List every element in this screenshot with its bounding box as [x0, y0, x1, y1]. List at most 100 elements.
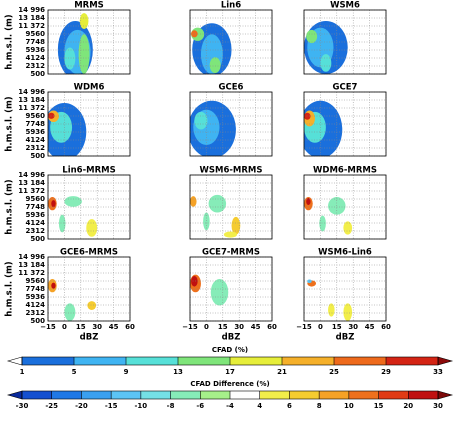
contour-region	[191, 275, 198, 287]
colorbar-under	[6, 390, 23, 400]
y-tick-label: 14 996	[18, 6, 45, 14]
contour-region	[223, 231, 238, 238]
panel	[307, 279, 353, 321]
contour-region	[343, 303, 353, 321]
panel	[48, 196, 98, 237]
colorbar-segment	[259, 391, 290, 399]
contour-region	[328, 303, 335, 317]
x-tick-label: 45	[251, 323, 261, 331]
colorbar-segment	[111, 391, 141, 399]
colorbar-segment	[74, 357, 126, 365]
colorbar-tick-label: 25	[329, 368, 339, 376]
contour-region	[343, 221, 353, 235]
panel-title: WSM6-Lin6	[318, 248, 372, 258]
colorbar-tick-label: 5	[72, 368, 77, 376]
x-tick-label: 60	[125, 323, 135, 331]
y-axis-label: h.m.s.l. (m)	[5, 14, 15, 69]
x-tick-label: 30	[348, 323, 358, 331]
contour-region	[64, 47, 76, 70]
y-tick-label: 11 372	[18, 187, 45, 195]
x-tick-label: 15	[218, 323, 228, 331]
axes-frame	[47, 9, 131, 75]
axes-frame	[189, 256, 273, 322]
colorbar-segment	[22, 391, 52, 399]
contour-region	[64, 196, 82, 207]
colorbar-title: CFAD (%)	[212, 346, 248, 354]
x-tick-label: 15	[76, 323, 86, 331]
colorbar-segment	[334, 357, 386, 365]
y-tick-label: 14 996	[18, 253, 45, 261]
contour-region	[51, 200, 56, 208]
axes-frame	[47, 256, 131, 322]
panel	[304, 21, 348, 74]
panel-title: Lin6-MRMS	[62, 166, 115, 176]
contour-region	[64, 303, 76, 321]
colorbar-tick-label: 1	[20, 368, 25, 376]
colorbar-tick-label: 8	[317, 402, 322, 410]
y-tick-label: 4124	[26, 301, 46, 309]
y-tick-label: 500	[30, 235, 45, 243]
colorbar-segment	[230, 357, 282, 365]
x-tick-label: 45	[109, 323, 119, 331]
y-tick-label: 9560	[26, 277, 46, 285]
y-tick-label: 7748	[26, 285, 46, 293]
y-tick-label: 2312	[26, 144, 46, 152]
colorbar-segment	[378, 391, 409, 399]
panel	[191, 23, 232, 74]
x-tick-label: 0	[318, 323, 323, 331]
y-tick-label: 5936	[26, 211, 46, 219]
axes-frame	[303, 91, 387, 157]
y-axis-label: h.m.s.l. (m)	[5, 261, 15, 316]
y-tick-label: 9560	[26, 30, 46, 38]
y-tick-label: 2312	[26, 62, 46, 70]
colorbar-tick-label: -15	[105, 402, 118, 410]
x-tick-label: −15	[296, 323, 312, 331]
colorbar-segment	[170, 391, 201, 399]
contour-region	[306, 197, 311, 206]
axes-frame	[189, 9, 273, 75]
panel-title: WDM6	[74, 83, 105, 93]
panel	[304, 197, 353, 235]
y-tick-label: 4124	[26, 219, 46, 227]
contour-region	[208, 194, 227, 213]
axes-frame	[189, 174, 273, 240]
y-tick-label: 14 996	[18, 171, 45, 179]
contour-region	[87, 301, 97, 310]
x-tick-label: 0	[62, 323, 67, 331]
x-tick-label: 60	[381, 323, 391, 331]
y-tick-label: 13 184	[18, 14, 45, 22]
panel-title: Lin6	[221, 1, 241, 11]
y-tick-label: 11 372	[18, 269, 45, 277]
contour-region	[306, 29, 318, 44]
y-tick-label: 5936	[26, 46, 46, 54]
colorbar-tick-label: 20	[403, 402, 413, 410]
contour-region	[78, 34, 90, 74]
y-tick-label: 11 372	[18, 22, 45, 30]
colorbar-tick-label: 30	[433, 402, 443, 410]
colorbar-segment	[386, 357, 438, 365]
x-axis-label: dBZ	[80, 333, 99, 343]
contour-region	[51, 282, 56, 289]
x-axis-label: dBZ	[222, 333, 241, 343]
colorbar-segment	[282, 357, 334, 365]
contour-region	[320, 54, 332, 72]
colorbar-tick-label: -25	[45, 402, 58, 410]
colorbar-segment	[289, 391, 320, 399]
contour-region	[194, 111, 208, 130]
colorbar-tick-label: 15	[374, 402, 384, 410]
contour-region	[86, 219, 98, 237]
axes-frame	[189, 91, 273, 157]
contour-region	[319, 215, 326, 232]
colorbar-segment	[319, 391, 349, 399]
colorbar-segment	[81, 391, 112, 399]
y-tick-label: 7748	[26, 38, 46, 46]
y-tick-label: 4124	[26, 54, 46, 62]
axes-frame	[303, 174, 387, 240]
colorbar-tick-label: -6	[196, 402, 204, 410]
y-tick-label: 13 184	[18, 261, 45, 269]
panel	[190, 100, 236, 156]
y-axis-label: h.m.s.l. (m)	[5, 179, 15, 234]
panel-title: GCE7-MRMS	[202, 248, 260, 258]
colorbar-tick-label: 29	[381, 368, 391, 376]
